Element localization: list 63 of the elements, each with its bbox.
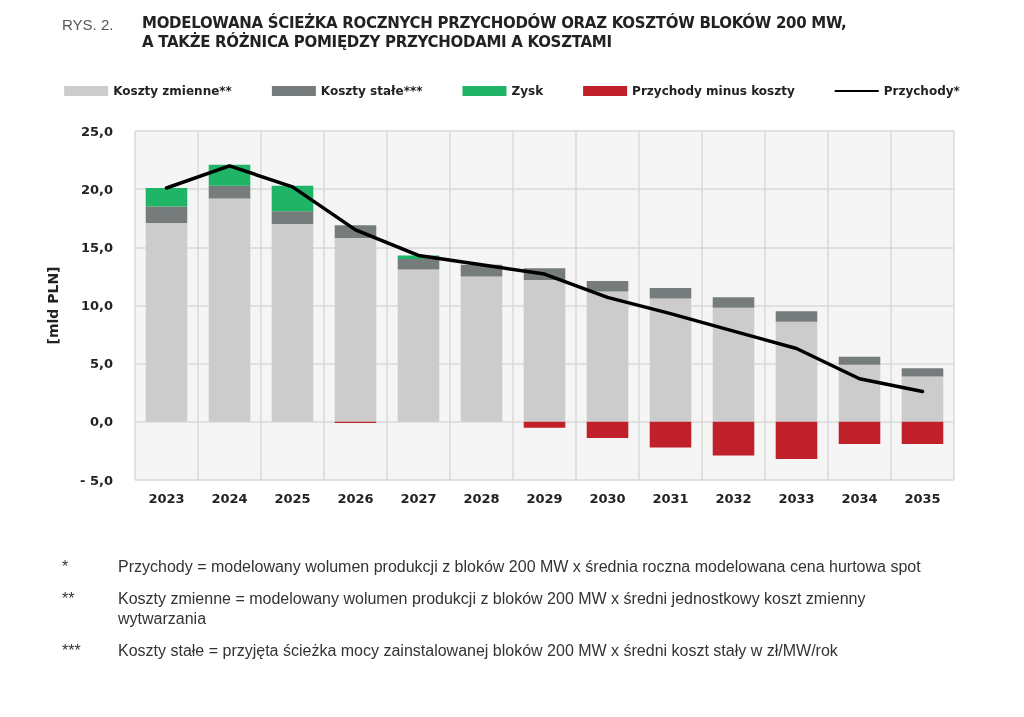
x-tick-label: 2026 xyxy=(337,491,374,506)
chart-subtitle: RYS. 2. xyxy=(62,15,115,35)
x-tick-label: 2029 xyxy=(526,491,563,506)
bar xyxy=(523,421,566,428)
x-tick-label: 2035 xyxy=(904,491,941,506)
bar xyxy=(271,211,314,225)
bar xyxy=(838,421,881,444)
bar xyxy=(838,364,881,422)
chart-title: MODELOWANA ŚCIEŻKA ROCZNYCH PRZYCHODÓW ORAZ KOSZTÓW BLOKÓW 200 MW, A TAKŻE RÓŻNICA POMIĘDZY PRZYCHODAMI A KOSZTAMI xyxy=(142,14,847,52)
y-axis-title: [mld PLN] xyxy=(45,266,61,345)
bar xyxy=(208,198,251,422)
bar xyxy=(901,421,944,444)
text: *** Koszty stałe = przyjęta ścieżka mocy zainstalowanej bloków 200 MW x średni koszt stały w zł/MW/rok xyxy=(62,642,838,659)
legend-label: Koszty zmienne** xyxy=(113,84,233,98)
x-tick-label: 2025 xyxy=(274,491,311,506)
x-tick-label: 2034 xyxy=(841,491,878,506)
y-tick-label: 15,0 xyxy=(80,239,113,255)
line-series xyxy=(164,164,925,394)
bar xyxy=(649,421,692,448)
bar xyxy=(775,421,818,460)
bar xyxy=(145,206,188,223)
bar xyxy=(523,279,566,422)
bar xyxy=(901,368,944,377)
bar xyxy=(775,311,818,322)
text: * Przychody = modelowany wolumen produkcji z bloków 200 MW x średnia roczna modelowana cena hurtowa spot xyxy=(62,558,921,575)
x-tick-label: 2027 xyxy=(400,491,437,506)
bar xyxy=(334,238,377,422)
y-tick-label: 0,0 xyxy=(89,414,113,430)
bar xyxy=(271,224,314,422)
bar xyxy=(712,421,755,456)
bar xyxy=(145,188,188,207)
bar xyxy=(712,307,755,422)
bar xyxy=(586,421,629,439)
y-tick-label: 10,0 xyxy=(80,298,113,313)
y-tick-label: 5,0 xyxy=(89,356,113,372)
x-tick-label: 2033 xyxy=(778,491,815,506)
x-tick-label: 2032 xyxy=(715,491,752,506)
x-tick-label: 2030 xyxy=(589,491,626,506)
bar xyxy=(775,321,818,422)
bar xyxy=(586,291,629,422)
bar xyxy=(712,297,755,308)
legend-label: Zysk xyxy=(511,84,545,98)
x-tick-label: 2031 xyxy=(652,491,689,506)
bar xyxy=(397,258,440,270)
text: ** Koszty zmienne = modelowany wolumen produkcji z bloków 200 MW x średni jednostkowy koszt zmienny wytwarzania xyxy=(62,590,866,627)
bar xyxy=(145,222,188,422)
y-tick-label: - 5,0 xyxy=(80,472,113,488)
y-tick-label: 25,0 xyxy=(80,123,113,139)
bar xyxy=(649,298,692,422)
bar xyxy=(838,356,881,365)
bar xyxy=(460,276,503,422)
y-tick-label: 20,0 xyxy=(80,181,113,197)
x-tick-label: 2028 xyxy=(463,491,500,506)
bar xyxy=(901,376,944,422)
bar xyxy=(208,185,251,199)
legend-label: Przychody minus koszty xyxy=(632,84,795,98)
bar xyxy=(586,281,629,292)
bar xyxy=(397,269,440,422)
x-tick-label: 2023 xyxy=(148,491,185,506)
x-tick-label: 2024 xyxy=(211,491,248,506)
legend-label: Przychody* xyxy=(883,84,961,98)
legend-label: Koszty stałe*** xyxy=(320,84,424,98)
bar xyxy=(649,288,692,299)
